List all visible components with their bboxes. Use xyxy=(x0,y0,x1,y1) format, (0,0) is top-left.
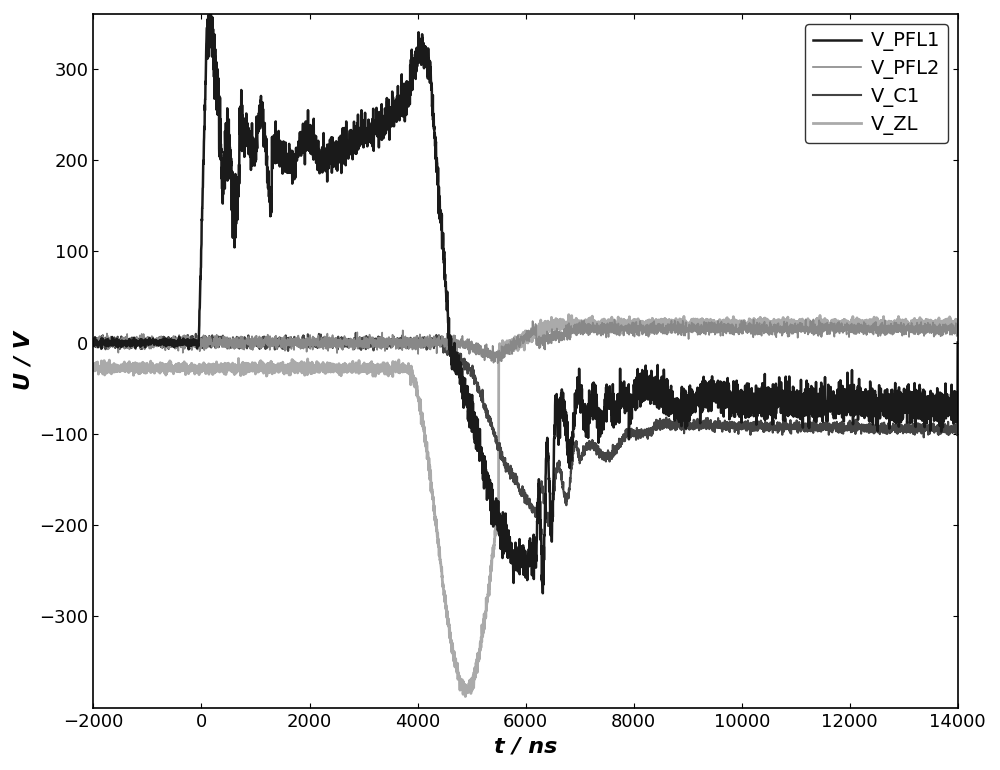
V_C1 xyxy=(543,521,555,531)
V_PFL1 xyxy=(733,410,745,420)
V_ZL xyxy=(952,320,964,329)
V_ZL xyxy=(459,692,471,701)
V_PFL1 xyxy=(204,0,216,8)
V_PFL1 xyxy=(650,377,662,387)
V_ZL xyxy=(733,320,745,329)
V_PFL2 xyxy=(952,324,964,333)
V_PFL2 xyxy=(418,340,430,350)
V_C1 xyxy=(798,421,810,430)
Line: V_PFL1: V_PFL1 xyxy=(93,4,958,593)
V_C1 xyxy=(87,334,99,343)
V_PFL1 xyxy=(537,588,549,598)
X-axis label: t / ns: t / ns xyxy=(494,736,557,756)
V_C1 xyxy=(350,328,362,337)
V_ZL xyxy=(87,360,99,369)
Legend: V_PFL1, V_PFL2, V_C1, V_ZL: V_PFL1, V_PFL2, V_C1, V_ZL xyxy=(805,24,948,142)
V_PFL1 xyxy=(606,407,618,416)
V_C1 xyxy=(418,340,430,350)
V_PFL1 xyxy=(87,337,99,346)
V_ZL xyxy=(418,422,430,431)
V_C1 xyxy=(606,449,618,458)
Line: V_C1: V_C1 xyxy=(93,333,958,526)
Line: V_ZL: V_ZL xyxy=(93,315,958,697)
Y-axis label: U / V: U / V xyxy=(14,331,34,390)
V_ZL xyxy=(563,310,575,320)
V_C1 xyxy=(244,336,256,346)
V_C1 xyxy=(733,417,745,427)
V_PFL2 xyxy=(733,323,745,333)
V_ZL xyxy=(798,319,810,328)
V_ZL xyxy=(606,315,618,324)
V_PFL2 xyxy=(87,341,99,350)
V_C1 xyxy=(952,338,964,347)
V_PFL1 xyxy=(798,410,810,420)
V_PFL2 xyxy=(606,326,618,336)
Line: V_PFL2: V_PFL2 xyxy=(93,320,958,363)
V_ZL xyxy=(244,363,256,373)
V_PFL2 xyxy=(492,359,504,368)
V_PFL1 xyxy=(952,338,964,347)
V_PFL2 xyxy=(650,324,662,333)
V_PFL2 xyxy=(244,336,256,346)
V_PFL2 xyxy=(798,322,810,331)
V_C1 xyxy=(650,421,662,430)
V_PFL2 xyxy=(800,315,812,324)
V_PFL1 xyxy=(245,150,257,159)
V_PFL1 xyxy=(418,61,430,70)
V_ZL xyxy=(650,316,662,326)
